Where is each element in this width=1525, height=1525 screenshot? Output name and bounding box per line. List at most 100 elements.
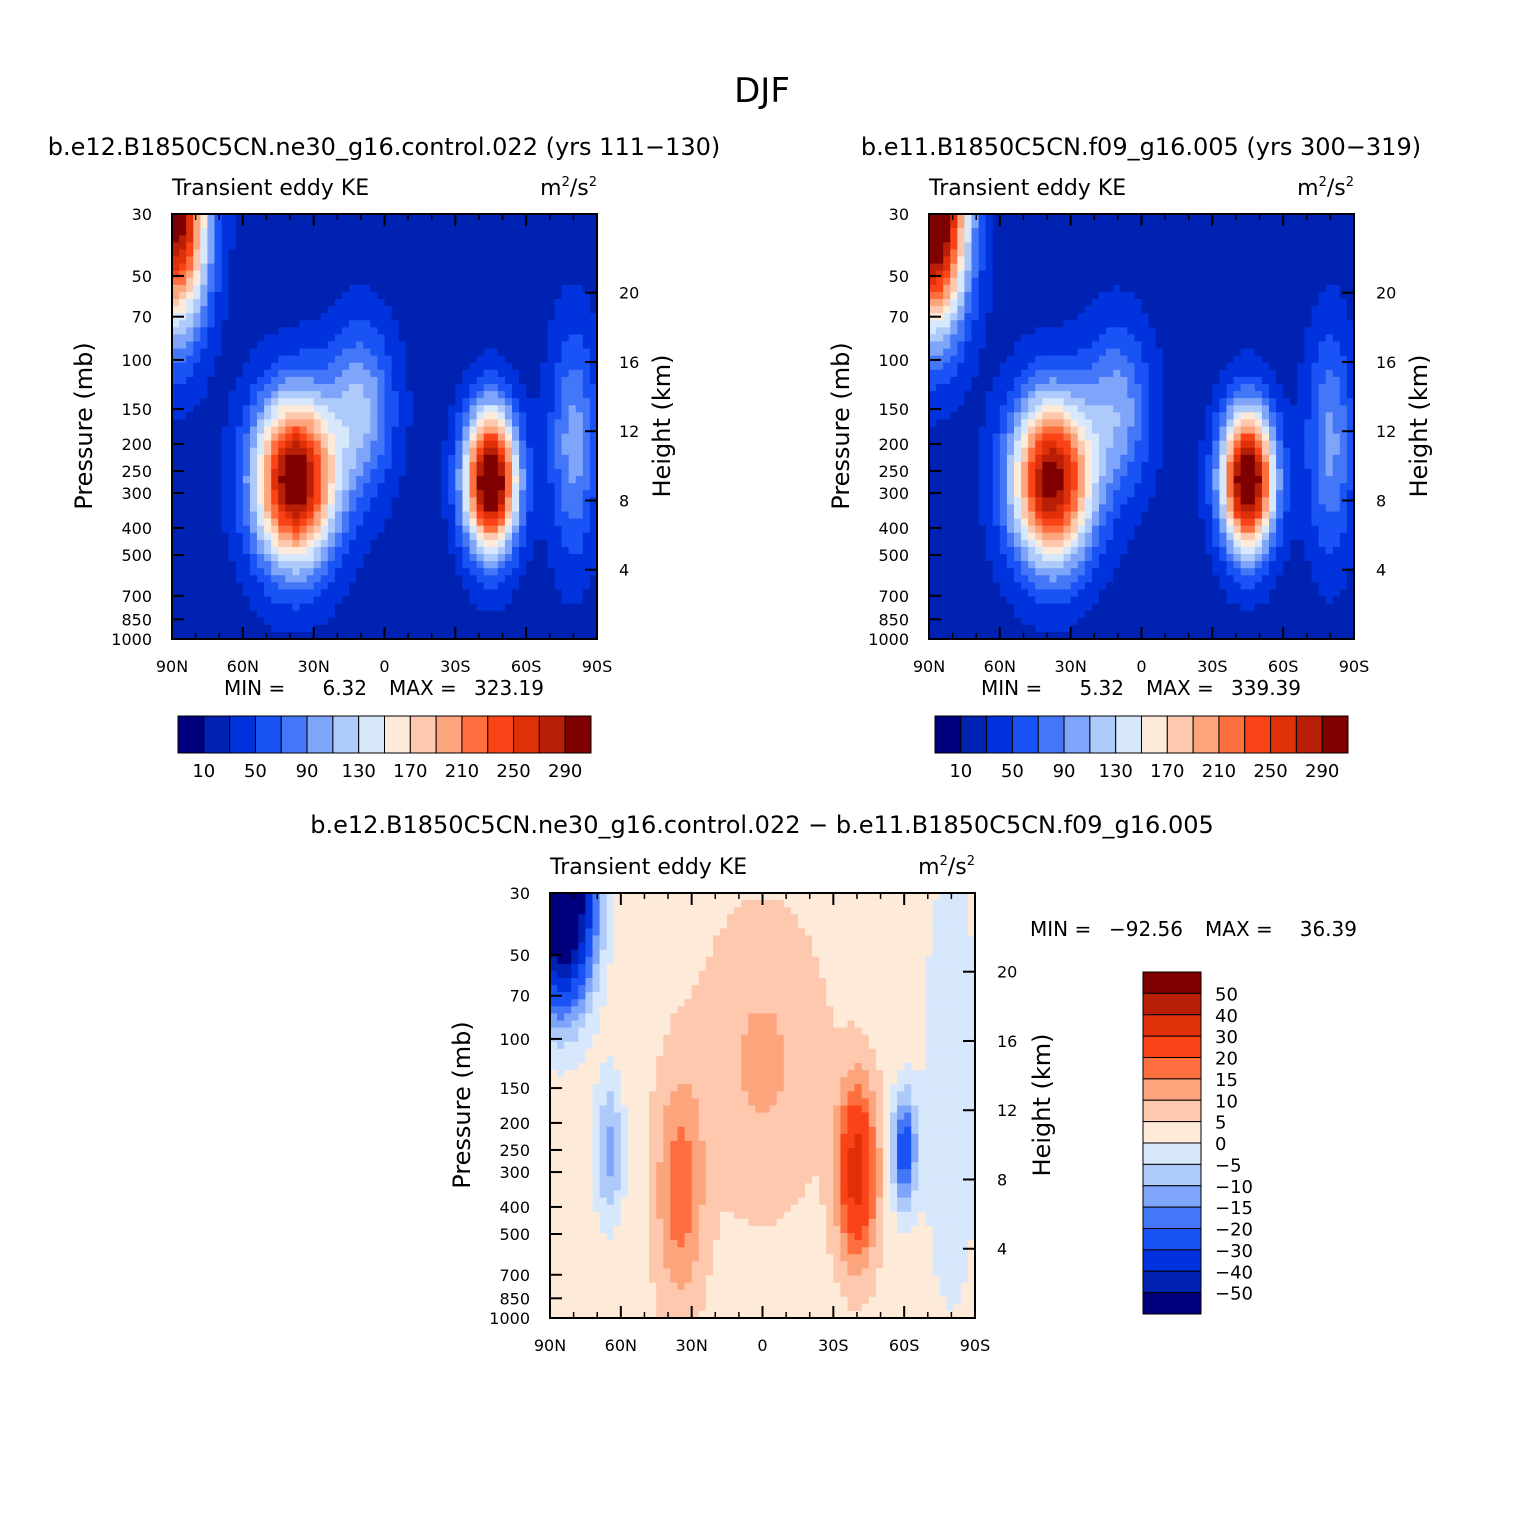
field-cell xyxy=(292,341,301,350)
field-cell xyxy=(172,270,180,279)
y-tick-label: 150 xyxy=(121,400,152,419)
field-cell xyxy=(1056,348,1065,357)
field-cell xyxy=(1261,221,1270,229)
field-cell xyxy=(193,306,201,314)
field-cell xyxy=(370,284,379,293)
field-cell xyxy=(1127,348,1136,357)
field-cell xyxy=(1084,355,1093,364)
field-cell xyxy=(512,440,520,449)
field-cell xyxy=(448,575,456,583)
field-cell xyxy=(950,228,958,236)
field-cell xyxy=(285,242,294,251)
field-cell xyxy=(249,334,258,343)
field-cell xyxy=(483,575,492,583)
field-cell xyxy=(526,398,534,406)
field-cell xyxy=(1311,348,1320,357)
field-cell xyxy=(384,539,393,548)
field-cell xyxy=(342,539,350,548)
field-cell xyxy=(257,263,265,272)
field-cell xyxy=(540,348,549,357)
field-cell xyxy=(327,610,336,619)
field-cell xyxy=(299,391,308,399)
field-cell xyxy=(490,469,499,477)
field-cell xyxy=(1091,341,1100,350)
field-cell xyxy=(1247,242,1256,251)
field-cell xyxy=(427,306,435,314)
field-cell xyxy=(476,327,485,336)
units-exp: 2 xyxy=(562,175,570,190)
field-cell xyxy=(575,596,584,605)
field-cell xyxy=(285,235,294,243)
field-cell xyxy=(533,256,541,265)
field-cell xyxy=(1099,263,1107,272)
field-cell xyxy=(1099,355,1107,364)
field-cell xyxy=(575,483,584,491)
field-cell xyxy=(1141,284,1150,293)
field-cell xyxy=(419,610,428,619)
field-cell xyxy=(1021,348,1029,357)
field-cell xyxy=(1339,242,1348,251)
colorbar-label: 250 xyxy=(496,761,530,782)
field-cell xyxy=(1049,355,1058,364)
field-cell xyxy=(334,341,343,350)
field-cell xyxy=(469,469,478,477)
field-cell xyxy=(462,235,471,243)
field-cell xyxy=(249,483,258,491)
field-cell xyxy=(391,376,400,385)
field-cell xyxy=(540,631,549,640)
field-cell xyxy=(1191,242,1199,251)
field-cell xyxy=(207,327,216,336)
field-cell xyxy=(589,369,598,378)
field-cell xyxy=(172,511,180,520)
field-cell xyxy=(228,320,237,328)
field-cell xyxy=(1091,306,1100,314)
field-cell xyxy=(526,270,534,279)
field-cell xyxy=(299,355,308,364)
field-cell xyxy=(306,284,315,293)
field-cell xyxy=(434,313,442,321)
field-cell xyxy=(228,299,237,307)
field-cell xyxy=(568,518,577,527)
field-cell xyxy=(405,454,414,463)
field-cell xyxy=(306,433,315,442)
field-cell xyxy=(1091,291,1100,300)
field-cell xyxy=(228,398,237,406)
field-cell xyxy=(519,362,527,371)
field-cell xyxy=(547,270,556,279)
field-cell xyxy=(1134,299,1143,307)
field-cell xyxy=(207,561,216,569)
field-cell xyxy=(377,575,386,583)
field-cell xyxy=(200,376,209,385)
field-cell xyxy=(1063,306,1072,314)
field-cell xyxy=(490,497,499,506)
field-cell xyxy=(1269,284,1277,293)
field-cell xyxy=(554,256,563,265)
field-cell xyxy=(306,596,315,605)
field-cell xyxy=(512,575,520,583)
field-cell xyxy=(1070,214,1079,222)
field-cell xyxy=(334,391,343,399)
field-cell xyxy=(427,525,435,534)
field-cell xyxy=(186,391,194,399)
field-cell xyxy=(193,384,201,392)
field-cell xyxy=(292,242,301,251)
field-cell xyxy=(235,376,244,385)
field-cell xyxy=(1219,214,1228,222)
field-cell xyxy=(1021,334,1029,343)
field-cell xyxy=(391,228,400,236)
field-cell xyxy=(512,299,520,307)
field-cell xyxy=(504,440,513,449)
field-cell xyxy=(249,291,258,300)
field-cell xyxy=(285,490,294,498)
field-cell xyxy=(540,582,549,591)
field-cell xyxy=(448,582,456,591)
field-cell xyxy=(313,313,322,321)
field-cell xyxy=(476,299,485,307)
field-cell xyxy=(356,249,364,258)
field-cell xyxy=(1014,291,1022,300)
field-cell xyxy=(1191,228,1199,236)
field-cell xyxy=(469,440,478,449)
field-cell xyxy=(1254,348,1263,357)
field-cell xyxy=(441,327,449,336)
field-cell xyxy=(342,348,350,357)
